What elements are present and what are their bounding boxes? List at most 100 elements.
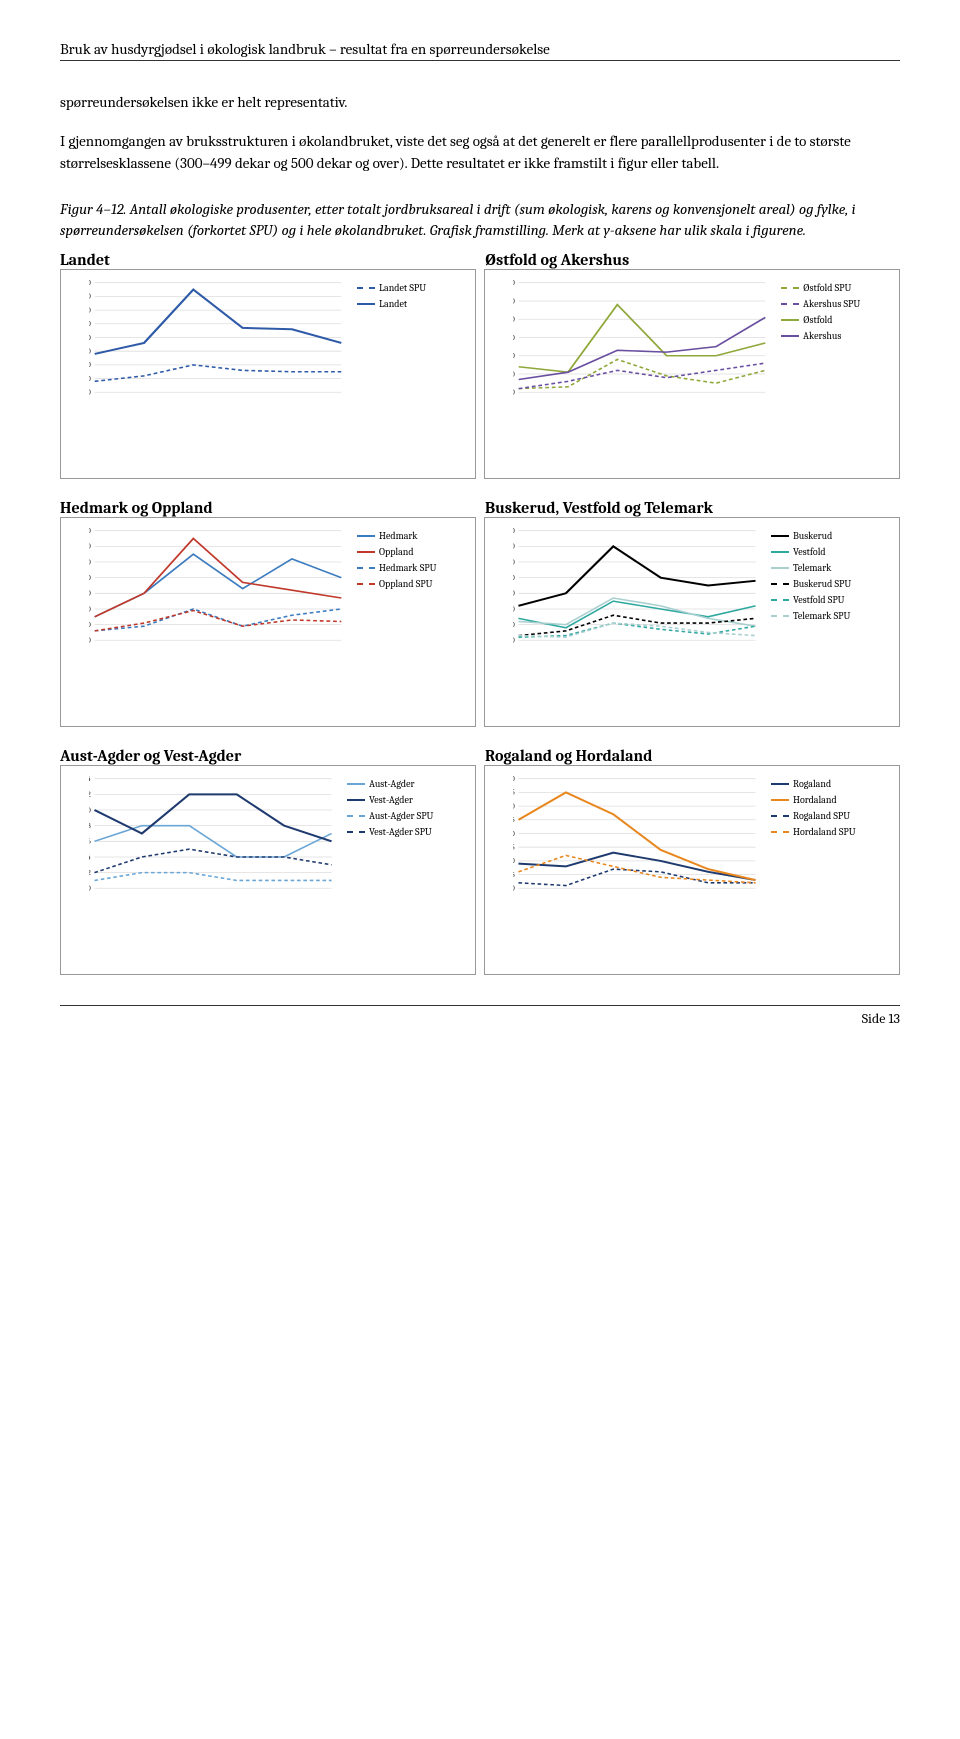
- figure-caption: Figur 4–12. Antall økologiske produsente…: [60, 199, 900, 241]
- svg-text:35: 35: [513, 788, 515, 796]
- legend-item: Østfold SPU: [781, 282, 893, 294]
- legend-label: Landet: [379, 298, 407, 310]
- chart-legend: Aust-Agder Vest-Agder Aust-Agder SPU Ves…: [345, 766, 475, 974]
- legend-swatch: [357, 567, 375, 569]
- legend-swatch: [771, 599, 789, 601]
- legend-swatch: [357, 551, 375, 553]
- legend-swatch: [771, 583, 789, 585]
- chart-title-left: Aust-Agder og Vest-Agder: [60, 747, 475, 765]
- legend-label: Aust-Agder SPU: [369, 810, 433, 822]
- svg-text:10: 10: [513, 370, 515, 378]
- legend-item: Oppland SPU: [357, 578, 469, 590]
- svg-text:60: 60: [89, 542, 91, 550]
- legend-item: Hedmark: [357, 530, 469, 542]
- svg-text:20: 20: [89, 605, 91, 613]
- legend-label: Vest-Agder: [369, 794, 413, 806]
- chart-legend: Rogaland Hordaland Rogaland SPU Hordalan…: [769, 766, 899, 974]
- legend-item: Vestfold: [771, 546, 893, 558]
- legend-item: Landet SPU: [357, 282, 469, 294]
- legend-swatch: [347, 815, 365, 817]
- svg-text:40: 40: [89, 573, 91, 581]
- legend-item: Hordaland SPU: [771, 826, 893, 838]
- legend-swatch: [781, 303, 799, 305]
- legend-item: Telemark SPU: [771, 610, 893, 622]
- svg-text:700: 700: [89, 292, 91, 300]
- svg-text:20: 20: [513, 351, 515, 359]
- legend-item: Rogaland: [771, 778, 893, 790]
- legend-item: Vest-Agder: [347, 794, 469, 806]
- legend-label: Hedmark SPU: [379, 562, 437, 574]
- legend-item: Buskerud: [771, 530, 893, 542]
- legend-swatch: [781, 335, 799, 337]
- legend-item: Vest-Agder SPU: [347, 826, 469, 838]
- chart-legend: Landet SPU Landet: [355, 270, 475, 478]
- legend-swatch: [771, 535, 789, 537]
- svg-text:0: 0: [89, 884, 91, 892]
- svg-text:50: 50: [513, 557, 515, 565]
- svg-text:10: 10: [513, 856, 515, 864]
- legend-item: Telemark: [771, 562, 893, 574]
- legend-label: Akershus: [803, 330, 841, 342]
- charts-container: Landet Østfold og Akershus 0100200300400…: [60, 251, 900, 975]
- chart-plot: 0102030405060705-49 dekar50-99 dekar100-…: [61, 518, 355, 726]
- legend-swatch: [357, 287, 375, 289]
- chart-row-titles: Hedmark og Oppland Buskerud, Vestfold og…: [60, 499, 900, 517]
- svg-text:15: 15: [513, 843, 515, 851]
- chart-panel: 05101520253035405-49 dekar50-99 dekar100…: [484, 765, 900, 975]
- legend-label: Buskerud: [793, 530, 832, 542]
- legend-label: Vestfold: [793, 546, 826, 558]
- legend-item: Hordaland: [771, 794, 893, 806]
- chart-panel: 01002003004005006007008005-49 dekar50-99…: [60, 269, 476, 479]
- chart-legend: Østfold SPU Akershus SPU Østfold Akershu…: [779, 270, 899, 478]
- legend-label: Aust-Agder: [369, 778, 414, 790]
- svg-text:100: 100: [89, 374, 91, 382]
- svg-text:50: 50: [89, 558, 91, 566]
- legend-item: Landet: [357, 298, 469, 310]
- charts-row: 01002003004005006007008005-49 dekar50-99…: [60, 269, 900, 479]
- legend-swatch: [771, 799, 789, 801]
- legend-label: Oppland SPU: [379, 578, 433, 590]
- legend-label: Vestfold SPU: [793, 594, 845, 606]
- svg-text:500: 500: [89, 319, 91, 327]
- legend-swatch: [771, 783, 789, 785]
- legend-swatch: [781, 319, 799, 321]
- legend-label: Rogaland SPU: [793, 810, 850, 822]
- chart-panel: 0102030405060705-49 dekar50-99 dekar100-…: [60, 517, 476, 727]
- svg-text:8: 8: [89, 821, 91, 829]
- svg-text:400: 400: [89, 333, 91, 341]
- chart-title-right: Østfold og Akershus: [475, 251, 900, 269]
- svg-text:60: 60: [513, 278, 515, 286]
- svg-text:0: 0: [89, 636, 91, 644]
- chart-panel: 024681012145-49 dekar50-99 dekar100-199 …: [60, 765, 476, 975]
- svg-text:0: 0: [513, 388, 515, 396]
- legend-item: Hedmark SPU: [357, 562, 469, 574]
- svg-text:30: 30: [513, 333, 515, 341]
- legend-label: Landet SPU: [379, 282, 426, 294]
- legend-swatch: [357, 583, 375, 585]
- chart-plot: 01002003004005006007008005-49 dekar50-99…: [61, 270, 355, 478]
- legend-item: Aust-Agder: [347, 778, 469, 790]
- svg-text:4: 4: [89, 852, 91, 860]
- page-header: Bruk av husdyrgjødsel i økologisk landbr…: [60, 40, 900, 61]
- legend-item: Vestfold SPU: [771, 594, 893, 606]
- svg-text:25: 25: [513, 815, 515, 823]
- legend-swatch: [357, 535, 375, 537]
- legend-label: Telemark: [793, 562, 831, 574]
- svg-text:0: 0: [513, 636, 515, 644]
- legend-label: Hordaland SPU: [793, 826, 856, 838]
- legend-label: Buskerud SPU: [793, 578, 851, 590]
- chart-panel: 01020304050605-49 dekar50-99 dekar100-19…: [484, 269, 900, 479]
- legend-swatch: [771, 815, 789, 817]
- chart-plot: 01020304050605-49 dekar50-99 dekar100-19…: [485, 270, 779, 478]
- svg-text:20: 20: [513, 829, 515, 837]
- legend-swatch: [357, 303, 375, 305]
- legend-item: Oppland: [357, 546, 469, 558]
- chart-panel: 0102030405060705-49 dekar50-99 dekar100-…: [484, 517, 900, 727]
- legend-label: Oppland: [379, 546, 414, 558]
- svg-text:6: 6: [89, 837, 91, 845]
- legend-label: Østfold: [803, 314, 832, 326]
- chart-row-titles: Landet Østfold og Akershus: [60, 251, 900, 269]
- legend-item: Akershus: [781, 330, 893, 342]
- legend-swatch: [771, 831, 789, 833]
- legend-swatch: [771, 551, 789, 553]
